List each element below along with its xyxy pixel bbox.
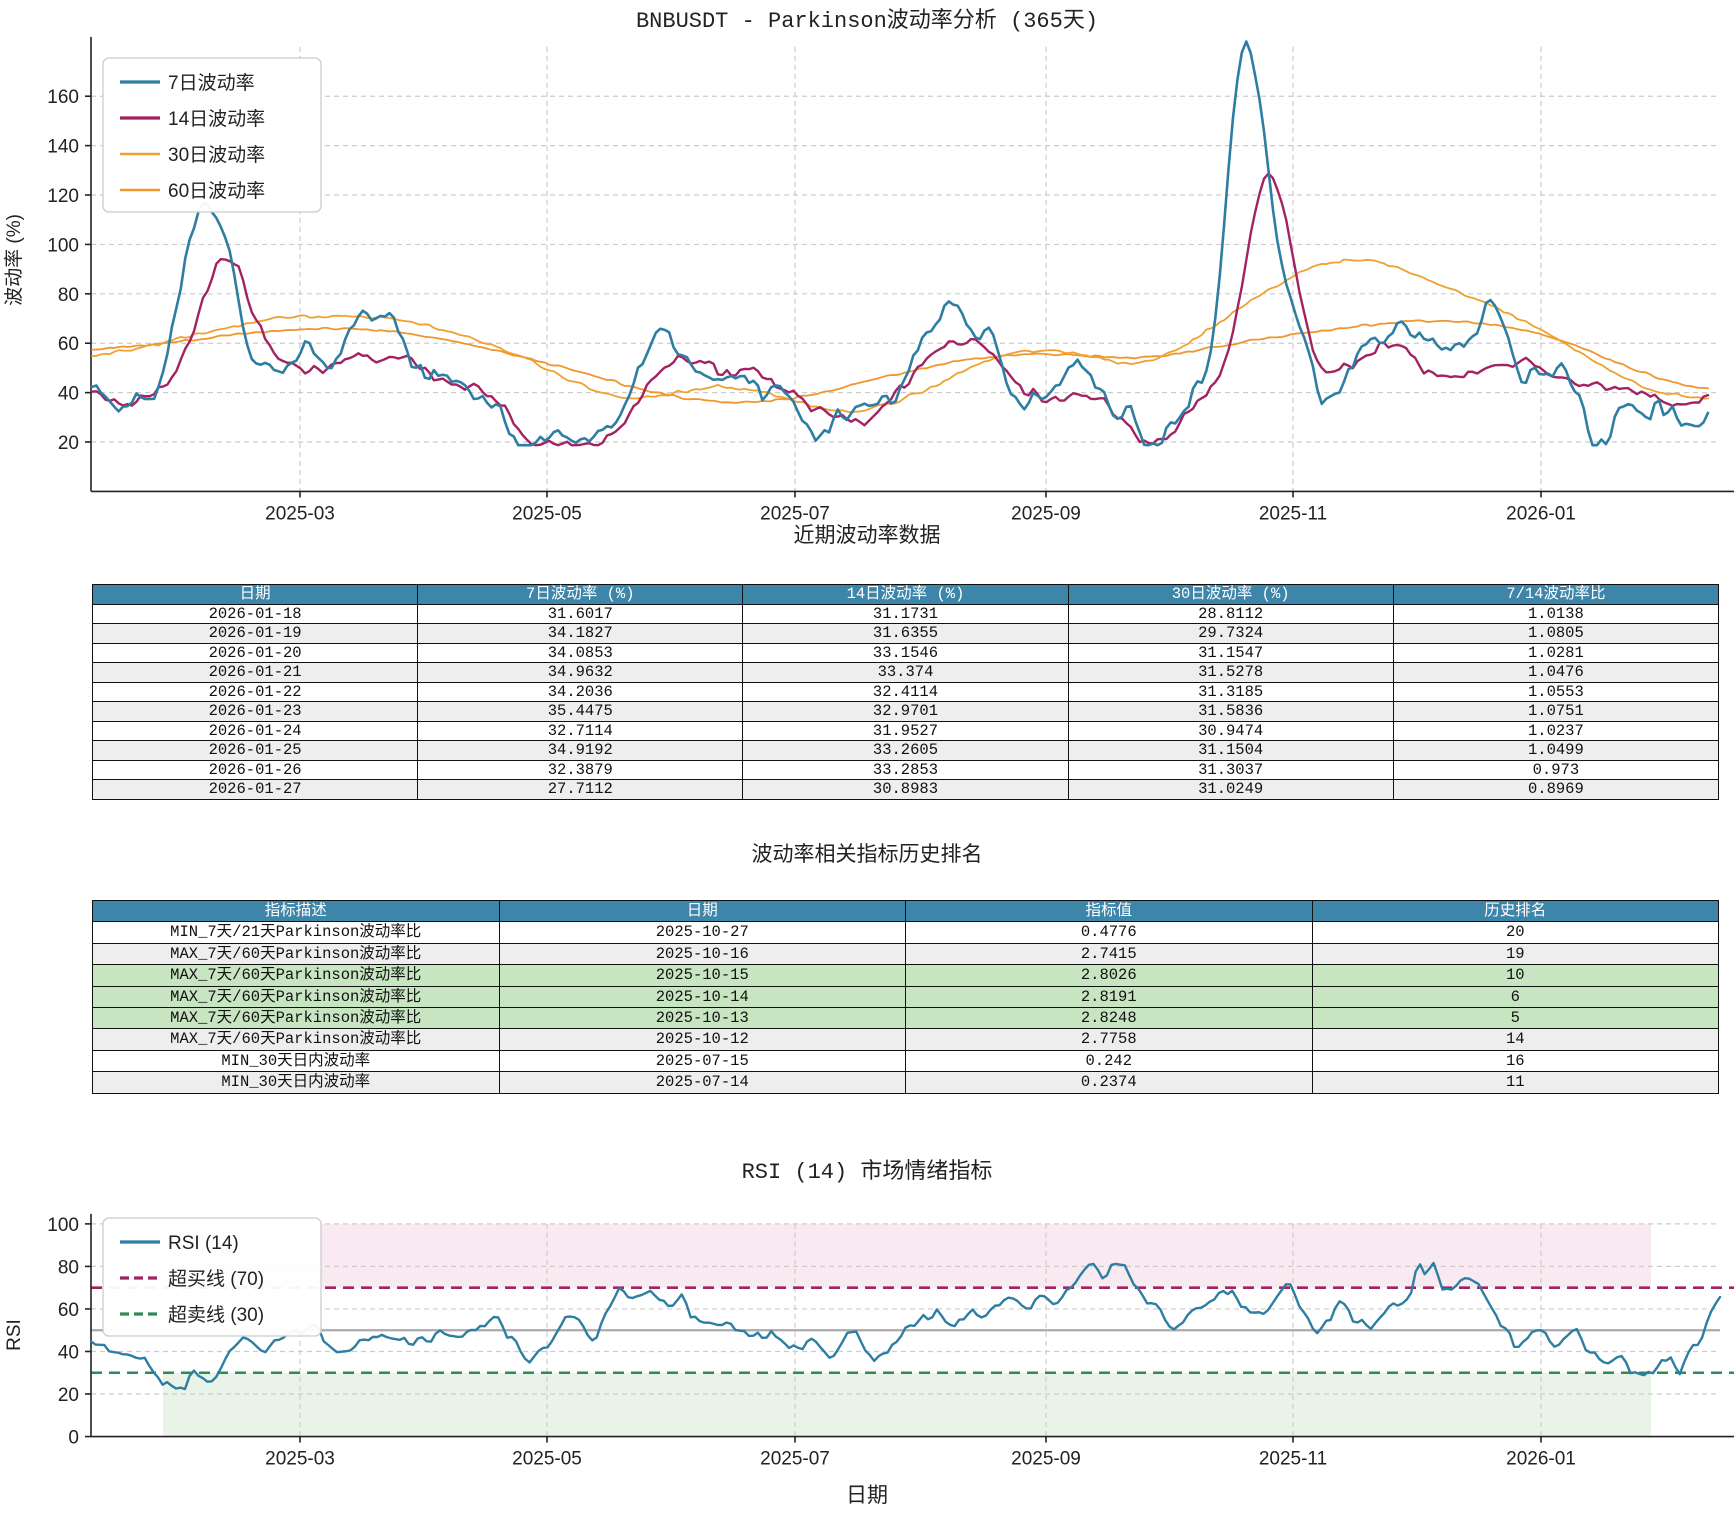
svg-text:2025-03: 2025-03 bbox=[265, 1449, 335, 1470]
svg-text:20: 20 bbox=[58, 433, 79, 454]
svg-text:2025-09: 2025-09 bbox=[1011, 503, 1081, 524]
svg-text:60日波动率: 60日波动率 bbox=[168, 180, 265, 202]
svg-text:100: 100 bbox=[47, 1215, 79, 1236]
svg-text:2025-09: 2025-09 bbox=[1011, 1449, 1081, 1470]
svg-text:超卖线 (30): 超卖线 (30) bbox=[168, 1304, 264, 1326]
svg-text:2025-07: 2025-07 bbox=[760, 1449, 830, 1470]
svg-text:RSI (14) 市场情绪指标: RSI (14) 市场情绪指标 bbox=[742, 1159, 993, 1185]
svg-text:近期波动率数据: 近期波动率数据 bbox=[794, 524, 941, 549]
svg-text:120: 120 bbox=[47, 186, 79, 207]
svg-text:80: 80 bbox=[58, 1257, 79, 1278]
svg-text:2026-01: 2026-01 bbox=[1506, 1449, 1576, 1470]
svg-text:140: 140 bbox=[47, 137, 79, 158]
svg-text:40: 40 bbox=[58, 384, 79, 405]
svg-text:0: 0 bbox=[68, 1428, 79, 1449]
svg-text:超买线 (70): 超买线 (70) bbox=[168, 1268, 264, 1290]
svg-text:2025-11: 2025-11 bbox=[1259, 1449, 1327, 1470]
svg-text:160: 160 bbox=[47, 87, 79, 108]
svg-text:2025-11: 2025-11 bbox=[1259, 503, 1327, 524]
svg-text:20: 20 bbox=[58, 1385, 79, 1406]
svg-text:60: 60 bbox=[58, 1300, 79, 1321]
svg-text:100: 100 bbox=[47, 235, 79, 256]
svg-text:RSI: RSI bbox=[4, 1319, 25, 1351]
svg-text:30日波动率: 30日波动率 bbox=[168, 144, 265, 166]
svg-text:2025-03: 2025-03 bbox=[265, 503, 335, 524]
svg-text:2025-05: 2025-05 bbox=[512, 1449, 582, 1470]
svg-text:波动率 (%): 波动率 (%) bbox=[3, 214, 25, 306]
svg-text:2025-05: 2025-05 bbox=[512, 503, 582, 524]
svg-text:14日波动率: 14日波动率 bbox=[168, 108, 265, 130]
svg-text:2025-07: 2025-07 bbox=[760, 503, 830, 524]
svg-text:7日波动率: 7日波动率 bbox=[168, 72, 255, 94]
svg-text:60: 60 bbox=[58, 334, 79, 355]
svg-text:日期: 日期 bbox=[846, 1485, 888, 1509]
svg-text:80: 80 bbox=[58, 285, 79, 306]
svg-text:RSI (14): RSI (14) bbox=[168, 1233, 239, 1254]
svg-text:2026-01: 2026-01 bbox=[1506, 503, 1576, 524]
svg-text:BNBUSDT - Parkinson波动率分析 (365天: BNBUSDT - Parkinson波动率分析 (365天) bbox=[636, 8, 1098, 34]
svg-text:40: 40 bbox=[58, 1342, 79, 1363]
